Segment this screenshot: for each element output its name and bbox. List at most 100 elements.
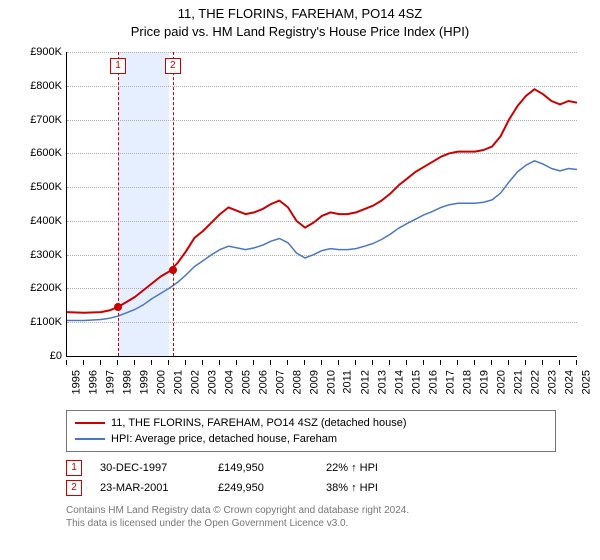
x-tick-label: 1995 xyxy=(70,370,82,394)
legend-swatch-1 xyxy=(75,422,105,424)
attribution-line-1: Contains HM Land Registry data © Crown c… xyxy=(66,504,556,517)
x-tick xyxy=(287,360,288,365)
x-tick-label: 2024 xyxy=(563,370,575,394)
sale-marker: 2 xyxy=(66,480,82,496)
y-tick-label: £900K xyxy=(30,46,62,58)
x-tick-label: 2009 xyxy=(308,370,320,394)
x-tick-label: 2000 xyxy=(155,370,167,394)
x-tick xyxy=(525,360,526,365)
x-tick-label: 2025 xyxy=(580,370,592,394)
x-tick xyxy=(202,360,203,365)
sale-marker: 1 xyxy=(66,460,82,476)
sale-price: £149,950 xyxy=(218,462,308,474)
sale-pct: 38% ↑ HPI xyxy=(326,482,426,494)
x-tick-label: 2016 xyxy=(427,370,439,394)
x-tick-label: 2020 xyxy=(495,370,507,394)
x-tick xyxy=(236,360,237,365)
x-tick xyxy=(491,360,492,365)
x-tick xyxy=(270,360,271,365)
y-tick-label: £500K xyxy=(30,181,62,193)
x-axis-labels: 1995199619971998199920002001200220032004… xyxy=(66,360,576,400)
sale-price: £249,950 xyxy=(218,482,308,494)
sale-row: 1 30-DEC-1997 £149,950 22% ↑ HPI xyxy=(66,458,556,478)
x-tick-label: 2021 xyxy=(512,370,524,394)
y-tick-label: £400K xyxy=(30,215,62,227)
x-tick-label: 2017 xyxy=(444,370,456,394)
x-tick xyxy=(338,360,339,365)
x-tick xyxy=(440,360,441,365)
x-tick xyxy=(406,360,407,365)
sale-row: 2 23-MAR-2001 £249,950 38% ↑ HPI xyxy=(66,478,556,498)
x-tick xyxy=(559,360,560,365)
x-tick-label: 2003 xyxy=(206,370,218,394)
x-tick-label: 2013 xyxy=(376,370,388,394)
x-tick xyxy=(372,360,373,365)
marker-box-1: 1 xyxy=(110,58,126,74)
x-tick-label: 2014 xyxy=(393,370,405,394)
title-line-1: 11, THE FLORINS, FAREHAM, PO14 4SZ xyxy=(0,6,600,21)
attribution: Contains HM Land Registry data © Crown c… xyxy=(66,504,556,530)
x-tick xyxy=(304,360,305,365)
x-tick xyxy=(66,360,67,365)
x-tick xyxy=(508,360,509,365)
chart-stage: { "title_line1": "11, THE FLORINS, FAREH… xyxy=(0,0,600,560)
x-tick xyxy=(423,360,424,365)
x-tick xyxy=(321,360,322,365)
x-tick xyxy=(100,360,101,365)
x-tick-label: 1998 xyxy=(121,370,133,394)
y-tick-label: £0 xyxy=(50,350,62,362)
y-tick-label: £300K xyxy=(30,249,62,261)
x-tick-label: 2007 xyxy=(274,370,286,394)
legend-swatch-2 xyxy=(75,438,105,440)
x-tick-label: 2011 xyxy=(342,370,354,394)
sale-date: 30-DEC-1997 xyxy=(100,462,200,474)
chart-area: £0£100K£200K£300K£400K£500K£600K£700K£80… xyxy=(24,42,588,400)
x-tick xyxy=(542,360,543,365)
series-price_paid xyxy=(67,89,577,313)
y-tick-label: £700K xyxy=(30,114,62,126)
sale-rows: 1 30-DEC-1997 £149,950 22% ↑ HPI 2 23-MAR-200… xyxy=(66,458,556,498)
marker-dot-2 xyxy=(169,266,177,274)
sale-pct: 22% ↑ HPI xyxy=(326,462,426,474)
x-tick-label: 1996 xyxy=(87,370,99,394)
x-tick xyxy=(474,360,475,365)
x-tick-label: 2001 xyxy=(172,370,184,394)
y-axis-labels: £0£100K£200K£300K£400K£500K£600K£700K£80… xyxy=(24,52,66,356)
x-tick xyxy=(355,360,356,365)
x-tick-label: 2004 xyxy=(223,370,235,394)
series-lines xyxy=(67,52,577,356)
legend-box: 11, THE FLORINS, FAREHAM, PO14 4SZ (deta… xyxy=(66,410,556,452)
x-tick xyxy=(134,360,135,365)
x-tick-label: 2019 xyxy=(478,370,490,394)
x-tick xyxy=(389,360,390,365)
x-tick-label: 2006 xyxy=(257,370,269,394)
x-tick xyxy=(83,360,84,365)
x-tick-label: 2008 xyxy=(291,370,303,394)
x-tick xyxy=(151,360,152,365)
x-tick xyxy=(253,360,254,365)
series-hpi xyxy=(67,161,577,321)
x-tick-label: 1999 xyxy=(138,370,150,394)
marker-line-2 xyxy=(173,52,174,356)
y-tick-label: £100K xyxy=(30,316,62,328)
marker-dot-1 xyxy=(114,303,122,311)
x-tick-label: 2018 xyxy=(461,370,473,394)
legend-label-2: HPI: Average price, detached house, Fare… xyxy=(111,431,337,447)
x-tick xyxy=(219,360,220,365)
sale-date: 23-MAR-2001 xyxy=(100,482,200,494)
y-tick-label: £800K xyxy=(30,80,62,92)
title-line-2: Price paid vs. HM Land Registry's House … xyxy=(0,24,600,39)
x-tick xyxy=(185,360,186,365)
attribution-line-2: This data is licensed under the Open Gov… xyxy=(66,517,556,530)
x-tick xyxy=(457,360,458,365)
x-tick-label: 2023 xyxy=(546,370,558,394)
x-tick-label: 2012 xyxy=(359,370,371,394)
y-tick-label: £600K xyxy=(30,147,62,159)
marker-box-2: 2 xyxy=(165,58,181,74)
x-tick-label: 1997 xyxy=(104,370,116,394)
x-tick xyxy=(168,360,169,365)
x-tick-label: 2005 xyxy=(240,370,252,394)
x-tick xyxy=(117,360,118,365)
plot-area: 12 xyxy=(66,52,577,357)
x-tick-label: 2015 xyxy=(410,370,422,394)
